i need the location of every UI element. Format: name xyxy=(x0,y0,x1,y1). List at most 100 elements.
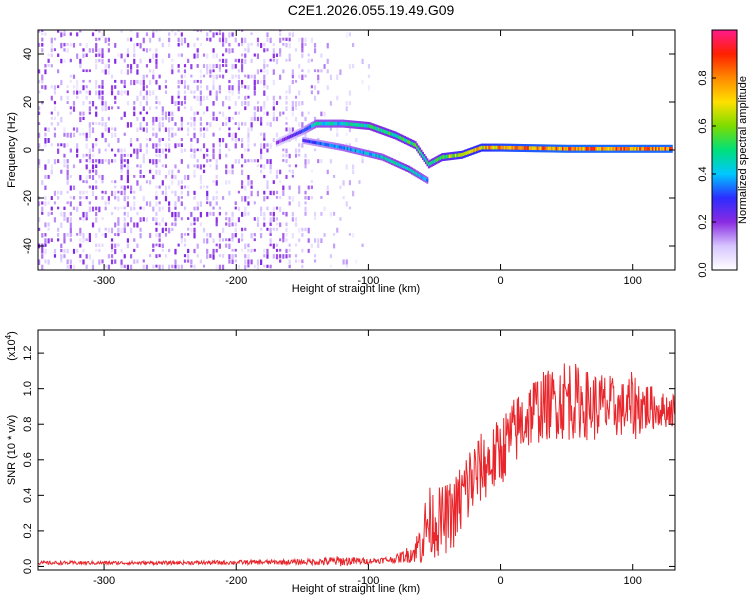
heatmap-cell xyxy=(323,64,326,69)
heatmap-cell xyxy=(193,148,196,154)
heatmap-cell xyxy=(69,259,72,264)
heatmap-cell xyxy=(250,190,253,197)
heatmap-cell xyxy=(348,206,352,210)
heatmap-cell xyxy=(282,42,285,46)
heatmap-cell xyxy=(215,74,218,80)
heatmap-cell xyxy=(126,122,130,128)
heatmap-cell xyxy=(85,211,88,218)
heatmap-cell xyxy=(231,74,234,80)
heatmap-cell xyxy=(120,227,123,234)
heatmap-cell xyxy=(482,145,485,150)
heatmap-cell xyxy=(126,169,130,175)
heatmap-cell xyxy=(85,153,88,157)
heatmap-cell xyxy=(164,227,168,232)
heatmap-cell xyxy=(212,143,215,148)
heatmap-cell xyxy=(355,138,358,143)
heatmap-cell xyxy=(231,90,234,96)
heatmap-cell xyxy=(234,122,237,126)
heatmap-cell xyxy=(206,233,209,237)
heatmap-cell xyxy=(110,132,114,138)
heatmap-cell xyxy=(244,196,247,202)
heatmap-cell xyxy=(110,259,114,265)
heatmap-cell xyxy=(136,164,139,168)
heatmap-cell xyxy=(358,180,361,184)
heatmap-cell xyxy=(79,190,82,195)
heatmap-cell xyxy=(44,174,47,179)
heatmap-cell xyxy=(110,148,114,152)
heatmap-cell xyxy=(260,259,263,265)
heatmap-cell xyxy=(474,148,477,152)
heatmap-cell xyxy=(76,32,79,37)
heatmap-cell xyxy=(321,142,324,146)
heatmap-cell xyxy=(275,196,279,199)
heatmap-cell xyxy=(85,196,88,200)
heatmap-cell xyxy=(218,64,221,70)
snr-plot-area xyxy=(38,330,675,570)
heatmap-cell xyxy=(240,101,244,107)
heatmap-cell xyxy=(199,116,202,121)
heatmap-cell xyxy=(263,79,266,86)
heatmap-cell xyxy=(136,116,139,121)
heatmap-cell xyxy=(145,101,149,106)
heatmap-cell xyxy=(47,127,50,133)
heatmap-cell xyxy=(247,254,250,259)
heatmap-cell xyxy=(355,259,358,264)
heatmap-cell xyxy=(117,227,120,233)
heatmap-cell xyxy=(266,32,269,38)
heatmap-cell xyxy=(253,79,256,86)
heatmap-cell xyxy=(221,74,225,79)
heatmap-cell xyxy=(234,101,237,106)
heatmap-cell xyxy=(369,124,372,129)
heatmap-cell xyxy=(288,259,291,266)
heatmap-cell xyxy=(38,164,41,168)
heatmap-cell xyxy=(123,148,126,153)
heatmap-cell xyxy=(168,201,171,206)
heatmap-cell xyxy=(63,254,66,259)
heatmap-cell xyxy=(164,148,168,152)
heatmap-cell xyxy=(225,211,228,216)
heatmap-cell xyxy=(427,162,430,167)
heatmap-cell xyxy=(72,132,76,138)
heatmap-cell xyxy=(272,138,275,143)
heatmap-cell xyxy=(114,132,117,138)
heatmap-cell xyxy=(158,127,161,132)
heatmap-cell xyxy=(82,190,85,195)
heatmap-cell xyxy=(98,48,101,54)
heatmap-cell xyxy=(110,254,114,259)
heatmap-cell xyxy=(50,206,53,211)
heatmap-cell xyxy=(126,69,130,75)
heatmap-cell xyxy=(126,222,130,227)
heatmap-cell xyxy=(266,122,269,126)
spectrogram-y-axis-label: Frequency (Hz) xyxy=(6,112,18,188)
heatmap-cell xyxy=(269,159,272,165)
heatmap-cell xyxy=(332,233,336,236)
heatmap-cell xyxy=(212,101,215,106)
heatmap-cell xyxy=(72,264,76,270)
heatmap-cell xyxy=(225,122,228,126)
heatmap-cell xyxy=(272,106,275,111)
heatmap-cell xyxy=(136,243,139,248)
heatmap-cell xyxy=(294,138,298,142)
heatmap-cell xyxy=(57,122,60,126)
heatmap-cell xyxy=(225,58,228,64)
heatmap-cell xyxy=(324,142,327,147)
heatmap-cell xyxy=(351,122,354,127)
heatmap-cell xyxy=(282,211,285,215)
heatmap-cell xyxy=(129,153,133,158)
heatmap-cell xyxy=(260,153,263,160)
heatmap-cell xyxy=(429,161,432,166)
heatmap-cell xyxy=(263,101,266,107)
heatmap-cell xyxy=(142,79,145,86)
heatmap-cell xyxy=(266,254,269,259)
heatmap-cell xyxy=(114,180,117,184)
heatmap-cell xyxy=(57,227,60,232)
heatmap-cell xyxy=(221,58,225,64)
snr-scale-prefix: (x10 xyxy=(6,339,18,360)
heatmap-cell xyxy=(275,169,279,175)
heatmap-cell xyxy=(336,227,339,233)
heatmap-cell xyxy=(95,111,98,117)
heatmap-cell xyxy=(91,153,95,158)
heatmap-cell xyxy=(212,79,215,86)
heatmap-cell xyxy=(126,164,130,170)
heatmap-cell xyxy=(41,206,44,212)
